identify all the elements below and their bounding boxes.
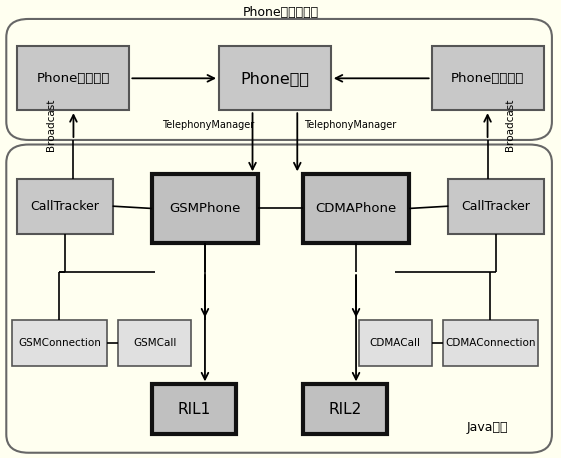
Text: CallTracker: CallTracker [462,200,530,213]
FancyBboxPatch shape [17,46,130,110]
Text: GSMConnection: GSMConnection [18,338,101,348]
FancyBboxPatch shape [431,46,544,110]
Text: Java框架: Java框架 [467,421,508,434]
FancyBboxPatch shape [12,320,107,366]
Text: RIL2: RIL2 [328,402,361,417]
Text: CDMACall: CDMACall [370,338,421,348]
Text: Phone应用程序: Phone应用程序 [451,72,524,85]
Text: CDMAPhone: CDMAPhone [315,202,397,215]
FancyBboxPatch shape [152,384,236,435]
Text: CallTracker: CallTracker [31,200,99,213]
FancyBboxPatch shape [448,179,544,234]
Text: GSMPhone: GSMPhone [169,202,241,215]
FancyBboxPatch shape [303,174,409,243]
Text: Phone应用程序层: Phone应用程序层 [242,5,319,19]
Text: Broadcast: Broadcast [505,99,515,151]
Text: Broadcast: Broadcast [46,99,56,151]
Text: TelephonyManager: TelephonyManager [162,120,254,130]
FancyBboxPatch shape [359,320,431,366]
Text: Phone服务: Phone服务 [241,71,310,86]
FancyBboxPatch shape [152,174,258,243]
Text: Phone应用程序: Phone应用程序 [37,72,110,85]
FancyBboxPatch shape [17,179,113,234]
Text: GSMCall: GSMCall [133,338,176,348]
Text: CDMAConnection: CDMAConnection [445,338,536,348]
FancyBboxPatch shape [118,320,191,366]
Text: RIL1: RIL1 [177,402,210,417]
Text: TelephonyManager: TelephonyManager [304,120,397,130]
FancyBboxPatch shape [443,320,538,366]
FancyBboxPatch shape [303,384,387,435]
FancyBboxPatch shape [219,46,331,110]
